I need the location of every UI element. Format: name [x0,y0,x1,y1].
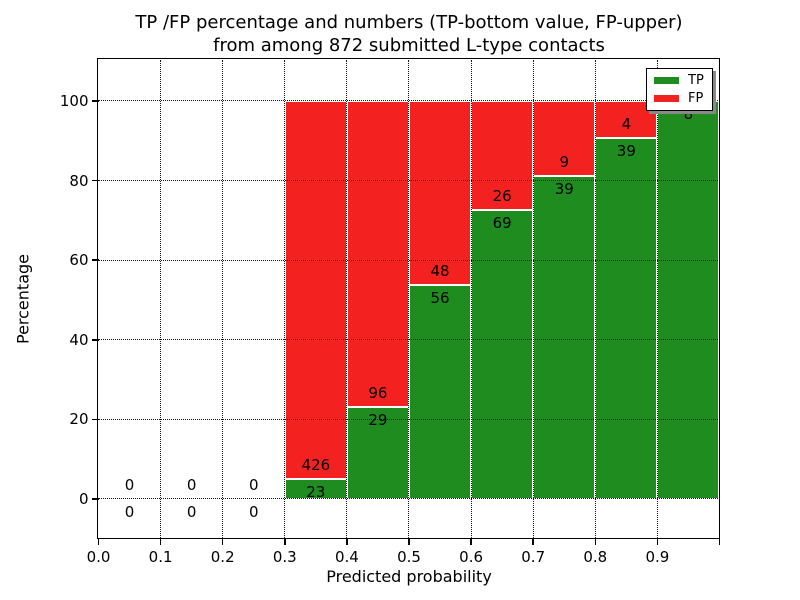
legend: TP FP [646,68,713,111]
grid-line-vertical [222,60,224,538]
y-tick-label: 100 [59,92,89,110]
y-tick-mark [91,418,99,421]
fp-count-label: 426 [301,455,331,474]
y-tick-mark [91,179,99,182]
x-tick-mark [408,538,410,545]
y-axis-label: Percentage [13,253,33,345]
grid-line-horizontal [98,100,720,102]
fp-count-label: 9 [559,152,570,171]
grid-line-vertical [594,60,596,538]
legend-item-fp: FP [654,92,705,105]
x-tick-label: 0.0 [86,548,111,566]
y-tick-label: 0 [78,490,89,508]
tp-count-label: 23 [306,482,326,501]
chart-title-line2: from among 872 submitted L-type contacts [213,35,605,56]
y-tick-label: 40 [69,330,89,349]
x-tick-mark [346,538,348,545]
bar-segment-fp [284,101,347,479]
bar-segment-tp [471,209,534,499]
x-tick-mark [159,538,162,545]
tp-count-label: 39 [554,179,574,198]
chart-title: TP /FP percentage and numbers (TP-bottom… [98,11,720,57]
grid-line-horizontal [98,418,720,420]
x-tick-mark [470,538,472,545]
grid-line-vertical [470,60,472,538]
x-tick-label: 0.8 [583,548,608,566]
x-tick-mark [594,538,597,545]
tp-count-label: 39 [616,142,636,160]
fp-count-label: 4 [621,115,632,133]
x-tick-label: 0.1 [148,548,173,566]
legend-label-tp: TP [688,73,704,88]
grid-line-vertical [656,60,658,538]
grid-line-vertical [284,60,286,538]
grid-line-vertical [532,60,534,538]
bar-segment-fp [409,101,472,285]
x-tick-label: 0.9 [645,548,670,566]
x-tick-label: 0.4 [334,548,359,566]
bar-segment-tp [595,138,658,499]
y-tick-label: 20 [69,410,89,429]
grid-line-vertical [408,60,410,538]
y-tick-label: 60 [69,251,89,270]
tp-count-label: 0 [248,503,259,521]
fp-count-label: 96 [368,383,388,402]
bar-segment-tp [346,406,409,499]
grid-line-horizontal [98,180,720,181]
grid-line-vertical [346,60,348,538]
fp-count-label: 0 [124,476,135,494]
bar-segment-tp [409,284,472,499]
x-axis-label: Predicted probability [326,567,492,586]
x-tick-mark [532,538,534,545]
y-tick-mark [91,498,99,500]
x-tick-label: 0.2 [210,548,235,566]
x-tick-mark [284,538,286,545]
y-tick-mark [91,100,99,102]
chart-title-line1: TP /FP percentage and numbers (TP-bottom… [135,12,683,33]
x-tick-label: 0.7 [521,548,546,566]
bar-segment-fp [346,101,409,407]
x-tick-label: 0.3 [272,548,297,566]
x-tick-mark [221,538,224,545]
tp-count-label: 0 [186,503,197,521]
tp-count-label: 69 [492,213,512,232]
fp-swatch-icon [654,95,679,102]
y-tick-mark [91,339,99,341]
y-tick-label: 80 [69,171,89,190]
y-tick-mark [91,259,99,261]
grid-line-vertical [160,60,161,538]
grid-line-horizontal [98,339,720,341]
x-tick-mark [718,538,721,545]
tp-swatch-icon [654,77,679,84]
x-tick-label: 0.5 [397,548,421,566]
bar-segment-tp [657,101,720,499]
x-tick-mark [656,538,659,545]
fp-count-label: 0 [186,476,197,494]
fp-count-label: 48 [430,261,450,280]
x-tick-label: 0.6 [459,548,484,566]
fp-count-label: 26 [492,186,512,205]
legend-label-fp: FP [688,91,704,106]
tp-count-label: 56 [430,288,450,307]
bar-segment-fp [471,101,534,210]
grid-line-horizontal [98,498,720,500]
legend-item-tp: TP [654,74,705,87]
tp-count-label: 8 [683,105,694,123]
bar-segment-tp [533,175,596,499]
tp-count-label: 0 [124,503,135,521]
tp-count-label: 29 [368,410,388,429]
grid-line-horizontal [98,259,720,261]
x-tick-mark [97,538,100,545]
fp-count-label: 0 [248,476,259,494]
